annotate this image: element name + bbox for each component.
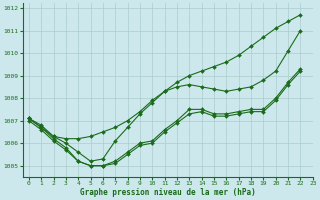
X-axis label: Graphe pression niveau de la mer (hPa): Graphe pression niveau de la mer (hPa): [80, 188, 256, 197]
